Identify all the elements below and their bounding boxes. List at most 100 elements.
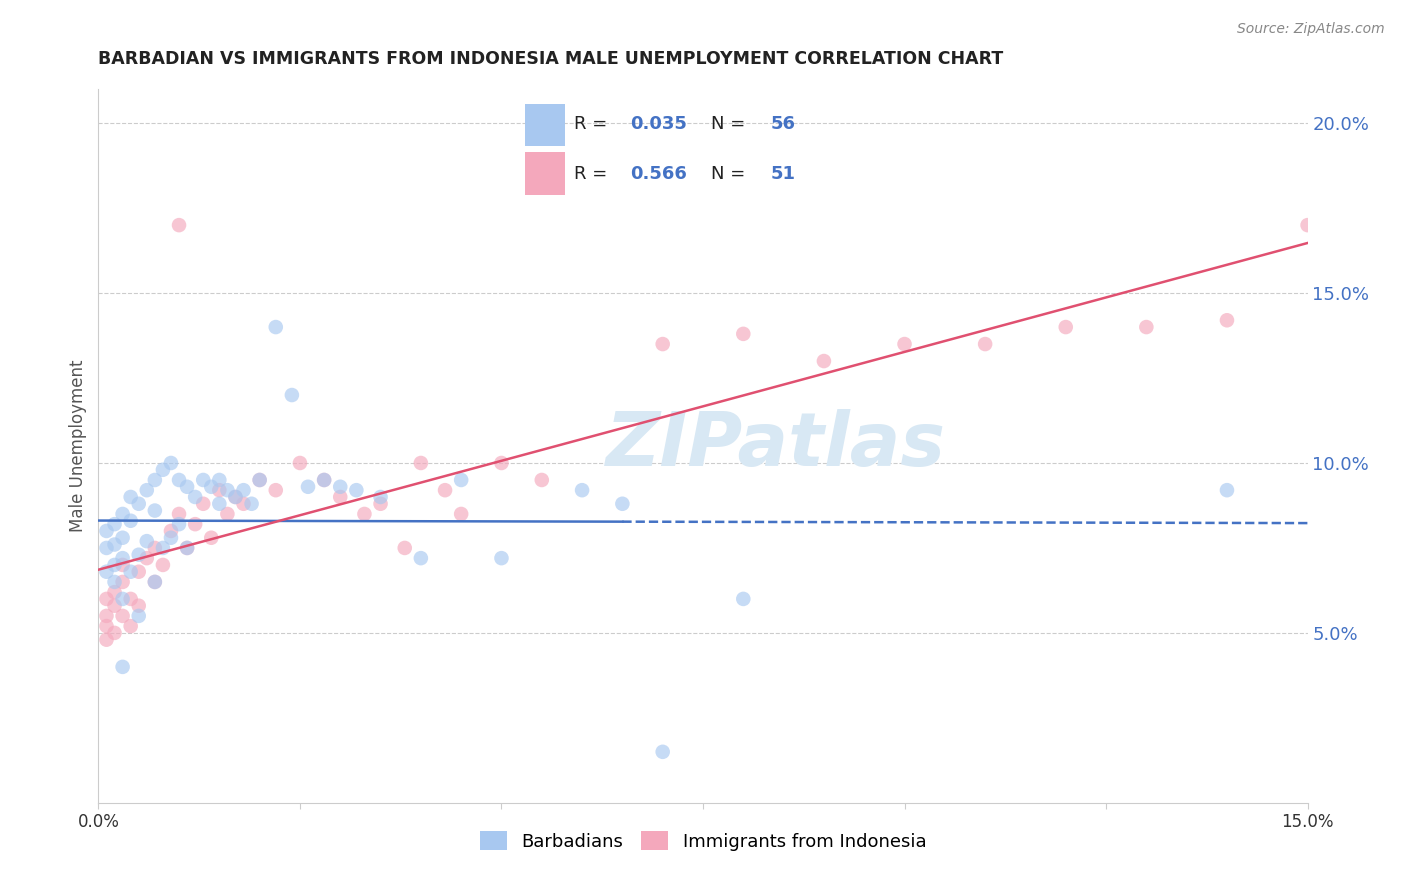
Point (974, 337, 997, 351)
Point (135, 551, 157, 566)
Point (394, 541, 416, 555)
Point (224, 490, 246, 504)
Point (733, 326, 755, 341)
Text: Source: ZipAtlas.com: Source: ZipAtlas.com (1237, 22, 1385, 37)
Point (128, 497, 150, 511)
Point (208, 497, 231, 511)
Point (143, 574, 166, 589)
Point (128, 565, 150, 579)
Point (200, 480, 222, 494)
Point (530, 473, 553, 487)
Point (143, 541, 166, 555)
Point (135, 483, 157, 498)
Point (353, 507, 375, 521)
Point (111, 608, 134, 623)
Point (128, 608, 150, 623)
Point (314, 473, 336, 487)
Point (450, 507, 472, 521)
Point (450, 473, 472, 487)
Point (264, 320, 287, 334)
Point (297, 480, 319, 494)
Point (409, 456, 432, 470)
Point (128, 548, 150, 562)
Point (167, 218, 190, 232)
Point (96, 608, 118, 623)
Text: BARBADIAN VS IMMIGRANTS FROM INDONESIA MALE UNEMPLOYMENT CORRELATION CHART: BARBADIAN VS IMMIGRANTS FROM INDONESIA M… (98, 50, 1004, 68)
Point (651, 745, 673, 759)
Y-axis label: Male Unemployment: Male Unemployment (69, 359, 87, 533)
Point (217, 483, 239, 498)
Point (344, 483, 367, 498)
Point (813, 354, 835, 368)
Point (152, 558, 174, 572)
Point (96, 632, 118, 647)
Point (571, 483, 593, 498)
Point (329, 490, 352, 504)
Point (103, 517, 125, 532)
Point (152, 463, 174, 477)
Point (288, 456, 311, 470)
Point (434, 483, 457, 498)
Point (96, 541, 118, 555)
Point (143, 473, 166, 487)
Point (103, 599, 125, 613)
Point (96, 591, 118, 606)
Point (264, 483, 287, 498)
Point (314, 473, 336, 487)
Legend: Barbadians, Immigrants from Indonesia: Barbadians, Immigrants from Indonesia (472, 824, 934, 858)
Point (120, 490, 142, 504)
Point (135, 534, 157, 549)
Point (176, 541, 198, 555)
Point (200, 531, 222, 545)
Text: ZIPatlas: ZIPatlas (606, 409, 946, 483)
Point (111, 551, 134, 566)
Point (1054, 320, 1077, 334)
Point (143, 574, 166, 589)
Point (208, 483, 231, 498)
Point (103, 574, 125, 589)
Point (160, 531, 183, 545)
Point (329, 480, 352, 494)
Point (240, 497, 263, 511)
Point (184, 517, 207, 532)
Point (176, 480, 198, 494)
Point (103, 626, 125, 640)
Point (96, 565, 118, 579)
Point (152, 541, 174, 555)
Point (409, 551, 432, 566)
Point (612, 497, 634, 511)
Point (491, 456, 513, 470)
Point (111, 660, 134, 674)
Point (893, 337, 915, 351)
Point (249, 473, 271, 487)
Point (111, 507, 134, 521)
Point (370, 490, 392, 504)
Point (1216, 313, 1239, 327)
Point (232, 483, 254, 498)
Point (103, 537, 125, 551)
Point (143, 503, 166, 517)
Point (111, 591, 134, 606)
Point (208, 473, 231, 487)
Point (103, 558, 125, 572)
Point (111, 531, 134, 545)
Point (281, 388, 304, 402)
Point (193, 473, 215, 487)
Point (167, 473, 190, 487)
Point (217, 507, 239, 521)
Point (167, 507, 190, 521)
Point (128, 599, 150, 613)
Point (103, 585, 125, 599)
Point (96, 619, 118, 633)
Point (370, 497, 392, 511)
Point (224, 490, 246, 504)
Point (96, 524, 118, 538)
Point (651, 337, 673, 351)
Point (120, 514, 142, 528)
Point (1135, 320, 1157, 334)
Point (491, 551, 513, 566)
Point (120, 565, 142, 579)
Point (120, 619, 142, 633)
Point (249, 473, 271, 487)
Point (232, 497, 254, 511)
